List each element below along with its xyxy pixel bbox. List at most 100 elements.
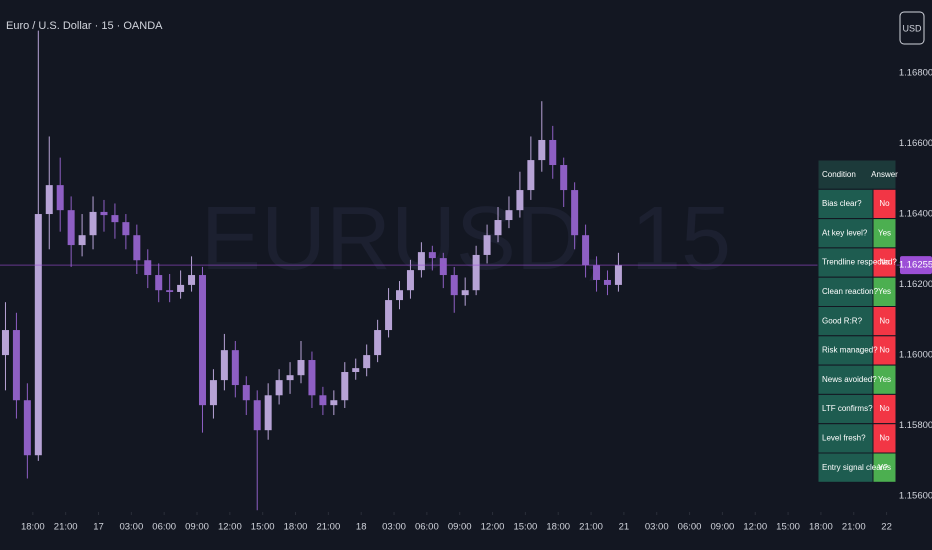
candle-body — [122, 222, 130, 236]
x-tick-label: 21 — [619, 522, 630, 533]
y-tick-label: 1.15800 — [899, 420, 932, 431]
x-tick-label: 21:00 — [579, 522, 603, 533]
x-tick-label: 18:00 — [21, 522, 45, 533]
candle-body — [603, 279, 611, 285]
table-header-bg — [817, 159, 897, 190]
x-tick-label: 15:00 — [251, 522, 275, 533]
candle-body — [571, 190, 579, 236]
condition-text: At key level? — [822, 228, 868, 237]
candle-body — [45, 185, 53, 215]
candle-body — [560, 165, 568, 191]
currency-label: USD — [902, 23, 922, 33]
candle-body — [275, 380, 283, 396]
condition-text: Trendline respected? — [822, 258, 897, 267]
x-tick-label: 06:00 — [678, 522, 702, 533]
x-tick-label: 15:00 — [513, 522, 537, 533]
candle-body — [188, 275, 196, 285]
x-tick-label: 22 — [881, 522, 892, 533]
x-tick-label: 17 — [93, 522, 104, 533]
watermark: EURUSD, 15 — [201, 189, 731, 289]
candle-body — [374, 330, 382, 356]
candle-body — [319, 395, 327, 406]
candle-body — [100, 211, 108, 216]
y-tick-label: 1.16800 — [899, 68, 932, 79]
y-tick-label: 1.16000 — [899, 350, 932, 361]
candle-body — [450, 275, 458, 296]
candle-body — [352, 368, 360, 373]
candle-body — [198, 275, 206, 406]
condition-text: Bias clear? — [822, 199, 862, 208]
candle-body — [1, 330, 9, 356]
y-tick-label: 1.15600 — [899, 491, 932, 502]
answer-text: No — [879, 258, 890, 267]
x-tick-label: 12:00 — [481, 522, 505, 533]
x-tick-label: 12:00 — [218, 522, 242, 533]
x-tick-label: 06:00 — [415, 522, 439, 533]
candle-body — [593, 265, 601, 280]
candle-body — [461, 290, 469, 296]
condition-cell — [817, 423, 874, 454]
candle-body — [12, 330, 20, 401]
condition-text: Good R:R? — [822, 316, 863, 325]
plot: 1.16800 1.16600 1.16400 1.16200 1.16000 1.158… — [0, 30, 932, 533]
answer-text: Yes — [878, 228, 891, 237]
candle-body — [341, 372, 349, 401]
condition-text: LTF confirms? — [822, 404, 873, 413]
candle-body — [527, 160, 535, 191]
candle-body — [385, 300, 393, 331]
candle-body — [220, 350, 228, 381]
candle-body — [538, 139, 546, 161]
candle-body — [155, 275, 163, 291]
candle-body — [89, 211, 97, 236]
candle-body — [439, 258, 447, 276]
candle-body — [34, 214, 42, 456]
currency-button[interactable] — [899, 11, 925, 45]
answer-text: No — [879, 346, 890, 355]
x-tick-label: 18:00 — [546, 522, 570, 533]
candle-body — [209, 380, 217, 406]
condition-cell — [817, 188, 874, 220]
column-header: Answer — [871, 170, 898, 179]
condition-cell — [817, 335, 874, 366]
candle-body — [549, 139, 557, 166]
candle-body — [582, 235, 590, 266]
x-tick-label: 21:00 — [54, 522, 78, 533]
candle-body — [253, 400, 261, 431]
x-tick-label: 03:00 — [382, 522, 406, 533]
x-tick-label: 12:00 — [743, 522, 767, 533]
symbol-title: Euro / U.S. Dollar · 15 · OANDA — [6, 20, 163, 32]
candle-body — [363, 355, 371, 369]
candle-body — [297, 360, 305, 376]
answer-cell — [872, 452, 897, 483]
candle-body — [177, 284, 185, 292]
x-tick-label: 18:00 — [284, 522, 308, 533]
x-tick-label: 09:00 — [711, 522, 735, 533]
condition-text: Entry signal clear? — [822, 463, 888, 472]
candle-body — [78, 235, 86, 246]
candle-body — [166, 290, 174, 292]
candle-body — [417, 252, 425, 271]
x-tick-label: 06:00 — [152, 522, 176, 533]
x-tick-label: 09:00 — [448, 522, 472, 533]
last-price-label: 1.16255 — [899, 260, 932, 271]
answer-text: No — [879, 199, 890, 208]
last-price-box — [900, 256, 932, 275]
candle-body — [56, 185, 64, 211]
x-tick-label: 15:00 — [776, 522, 800, 533]
candle-body — [472, 254, 480, 291]
candle-body — [264, 395, 272, 431]
candle-body — [242, 385, 250, 401]
answer-text: Yes — [878, 375, 891, 384]
candle-body — [67, 210, 75, 246]
condition-text: Clean reaction? — [822, 287, 879, 296]
candle-body — [231, 350, 239, 386]
candle-body — [286, 375, 294, 381]
candle-body — [330, 400, 338, 406]
candle-body — [483, 235, 491, 255]
x-tick-label: 03:00 — [645, 522, 669, 533]
candle-body — [144, 260, 152, 276]
candle-body — [133, 235, 141, 261]
